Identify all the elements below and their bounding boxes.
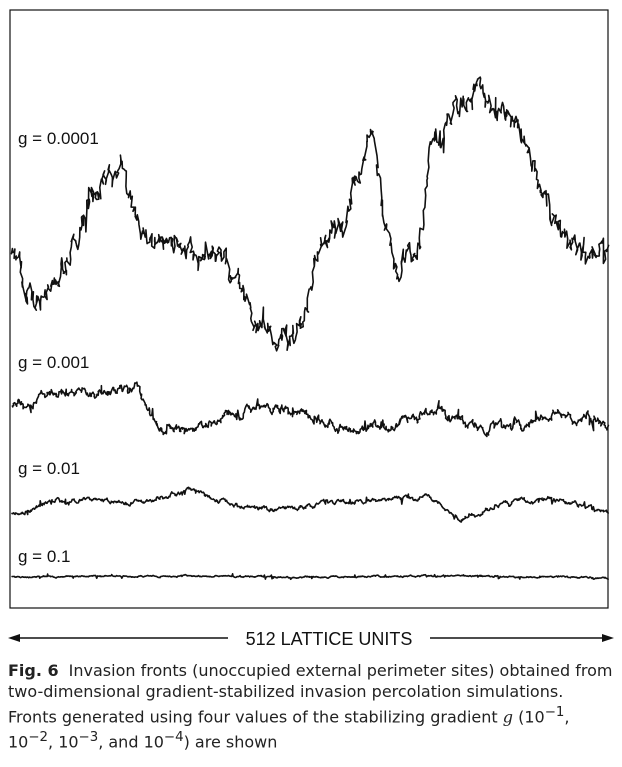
caption-fig-number: Fig. 6 [8,661,59,680]
figure-caption: Fig. 6 Invasion fronts (unoccupied extern… [8,660,616,753]
caption-exp-2: −2 [28,730,49,746]
label-g-0.01: g = 0.01 [18,459,80,478]
label-g-0.0001: g = 0.0001 [18,129,99,148]
label-g-0.1: g = 0.1 [18,547,70,566]
front-g-0.01 [11,486,609,523]
label-g-0.001: g = 0.001 [18,353,89,372]
scale-bar: 512 LATTICE UNITS [8,629,614,649]
caption-variable: g [502,707,513,727]
caption-sep-1: , 10 [8,707,570,752]
caption-exp-1: −1 [544,705,565,720]
caption-sep-2: , 10 [48,732,79,752]
figure-frame [9,9,609,609]
caption-sep-3: , and 10 [98,732,164,752]
invasion-fronts-figure: g = 0.0001 g = 0.001 g = 0.01 g = 0.1 51… [8,9,614,649]
scale-bar-label: 512 LATTICE UNITS [246,629,413,649]
caption-exp-3: −3 [78,730,99,746]
caption-exp-4: −4 [163,730,184,746]
caption-text-2: (10 [513,707,545,727]
front-g-0.0001 [10,76,610,352]
caption-text-1: Invasion fronts (unoccupied external per… [8,661,613,727]
front-g-0.1 [11,573,609,581]
front-g-0.001 [11,381,610,438]
caption-text-3: ) are shown [183,732,278,752]
